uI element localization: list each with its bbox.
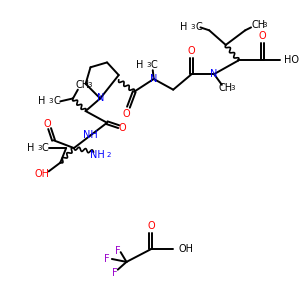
Text: 3: 3 — [191, 24, 195, 30]
Text: O: O — [123, 109, 130, 119]
Text: O: O — [259, 31, 266, 41]
Text: 3: 3 — [49, 98, 53, 104]
Text: OH: OH — [34, 169, 49, 179]
Text: 3: 3 — [231, 85, 235, 91]
Text: F: F — [112, 268, 118, 278]
Text: NH: NH — [83, 130, 98, 140]
Text: H: H — [38, 96, 46, 106]
Text: N: N — [150, 74, 158, 84]
Text: H: H — [136, 60, 143, 70]
Text: CH: CH — [219, 83, 233, 93]
Text: CH: CH — [76, 80, 90, 90]
Text: CH: CH — [251, 20, 265, 31]
Text: N: N — [210, 69, 218, 79]
Text: O: O — [147, 221, 154, 231]
Text: NH: NH — [90, 150, 105, 160]
Text: O: O — [188, 46, 196, 56]
Text: 3: 3 — [37, 145, 41, 151]
Text: 3: 3 — [263, 22, 267, 28]
Text: H: H — [27, 143, 34, 153]
Text: C: C — [196, 22, 202, 32]
Text: O: O — [119, 123, 126, 133]
Text: H: H — [180, 22, 188, 32]
Text: F: F — [104, 254, 110, 264]
Text: 3: 3 — [146, 62, 151, 68]
Text: O: O — [44, 119, 52, 129]
Text: HO: HO — [284, 56, 299, 65]
Text: C: C — [151, 60, 158, 70]
Text: 2: 2 — [107, 152, 111, 158]
Text: 3: 3 — [88, 82, 92, 88]
Text: F: F — [115, 246, 121, 256]
Text: N: N — [97, 93, 104, 103]
Text: C: C — [42, 143, 49, 153]
Text: C: C — [53, 96, 60, 106]
Text: OH: OH — [178, 244, 193, 254]
